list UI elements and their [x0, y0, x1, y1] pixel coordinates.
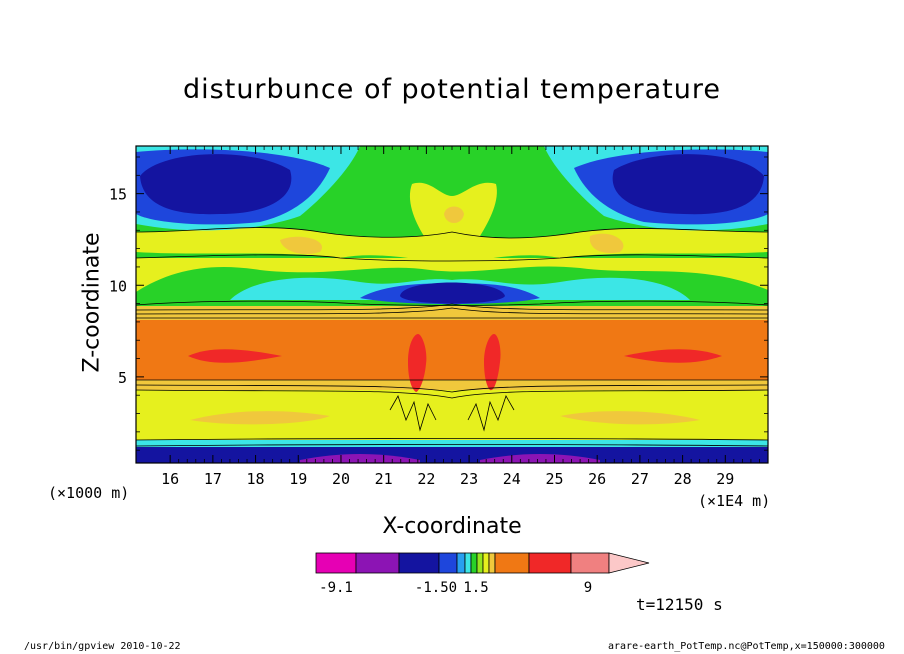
colorbar-segment	[488, 552, 496, 574]
colorbar-segment	[315, 552, 357, 574]
y-tick-label: 5	[118, 369, 127, 387]
region-darkblue-top-left	[140, 154, 292, 215]
contour-line	[136, 438, 768, 441]
footer-left: /usr/bin/gpview 2010-10-22	[24, 641, 181, 652]
contour-line	[136, 227, 768, 239]
region-gold-low-right	[560, 411, 700, 425]
x-tick-label: 24	[503, 470, 521, 488]
x-tick-label: 17	[204, 470, 222, 488]
colorbar-arrow	[608, 552, 650, 574]
colorbar-tick-label: -1.50	[415, 580, 457, 596]
contour-line	[467, 395, 515, 432]
region-darkblue-core	[400, 282, 505, 304]
x-unit-label: (×1E4 m)	[698, 492, 771, 510]
contour-line	[136, 389, 768, 399]
y-axis: 5 10 15	[109, 156, 768, 451]
x-tick-label: 26	[588, 470, 606, 488]
y-axis-label: Z-coordinate	[79, 232, 105, 373]
contour-line	[389, 395, 437, 432]
region-red-left-lens	[188, 349, 282, 363]
colorbar-tick-label: -9.1	[319, 580, 353, 596]
colorbar-segment	[456, 552, 466, 574]
contour-line	[136, 444, 768, 447]
colorbar-tick-label: 9	[584, 580, 592, 596]
band-bottom-blue	[136, 445, 768, 463]
time-label: t=12150 s	[636, 595, 723, 614]
band-mid-gold	[136, 302, 768, 320]
colorbar-segment	[528, 552, 572, 574]
footer-right: arare-earth_PotTemp.nc@PotTemp,x=150000:…	[608, 641, 885, 652]
x-axis-label: X-coordinate	[382, 514, 522, 539]
x-tick-label: 25	[545, 470, 563, 488]
y-tick-label: 15	[109, 186, 127, 204]
region-magenta-bottom-right	[480, 454, 600, 463]
contour-line	[136, 307, 768, 315]
x-tick-label: 16	[161, 470, 179, 488]
x-tick-label: 23	[460, 470, 478, 488]
y-unit-label: (×1000 m)	[48, 484, 130, 502]
colorbar-segment	[355, 552, 400, 574]
colorbar-segment	[482, 552, 490, 574]
band-low-gold	[136, 378, 768, 390]
region-gold-upper-right	[589, 233, 624, 254]
x-tick-label: 28	[674, 470, 692, 488]
colorbar-tick-label: 1.5	[463, 580, 488, 596]
contour-line	[136, 384, 768, 393]
contour-line	[136, 303, 768, 311]
colorbar-segment	[476, 552, 484, 574]
x-tick-label: 18	[247, 470, 265, 488]
region-red-center-right	[484, 334, 501, 391]
x-tick-label: 19	[289, 470, 307, 488]
region-gold-top-center	[444, 206, 464, 223]
contour-field	[136, 146, 768, 463]
region-gold-low-left	[190, 411, 330, 425]
x-tick-label: 29	[716, 470, 734, 488]
colorbar-segment	[398, 552, 440, 574]
region-red-right-lens	[624, 349, 722, 363]
colorbar-segment	[464, 552, 472, 574]
band-orange	[136, 318, 768, 380]
contour-line	[136, 254, 768, 262]
colorbar-segment	[470, 552, 478, 574]
x-tick-label: 21	[375, 470, 393, 488]
y-tick-label: 10	[109, 277, 127, 295]
region-gold-upper-left	[280, 236, 322, 255]
x-tick-label: 27	[631, 470, 649, 488]
band-low-cyan	[136, 438, 768, 447]
region-darkblue-top-right	[612, 154, 764, 215]
colorbar-segment	[494, 552, 530, 574]
colorbar-segment	[438, 552, 458, 574]
x-axis: 16 17 18 19 20 21 22 23 24 25 26 27 28 29	[161, 146, 760, 488]
colorbar-segment	[570, 552, 610, 574]
chart-title: disturbunce of potential temperature	[183, 74, 721, 105]
x-tick-label: 20	[332, 470, 350, 488]
colorbar: -9.1 -1.50 1.5 9	[315, 552, 650, 596]
x-tick-label: 22	[417, 470, 435, 488]
region-magenta-bottom-left	[300, 454, 420, 463]
contour-line	[136, 300, 768, 306]
region-red-center-left	[408, 334, 427, 392]
